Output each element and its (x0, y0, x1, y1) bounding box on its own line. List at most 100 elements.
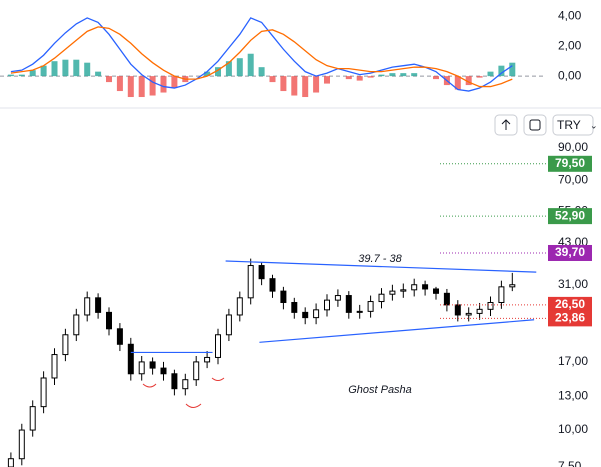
histogram-bar (345, 76, 352, 80)
candle-body (182, 379, 189, 390)
histogram-bar (116, 76, 123, 92)
candle-body (106, 311, 112, 330)
candle-body (465, 312, 472, 316)
trendline (259, 319, 535, 343)
y-tick-label: 2,00 (558, 38, 582, 52)
trendline (225, 260, 537, 273)
candle-body (29, 406, 36, 431)
candle-body (247, 265, 254, 299)
histogram-bar (476, 76, 483, 78)
price-tag-label: 23,86 (555, 311, 585, 325)
candle-body (356, 310, 363, 313)
histogram-bar (51, 61, 58, 77)
candle-body (487, 301, 494, 310)
histogram-bar (454, 76, 461, 90)
candle-body (62, 334, 69, 356)
candle-body (160, 367, 167, 375)
price-tag (548, 244, 592, 261)
y-tick-label: 7,50 (558, 459, 582, 467)
candle-body (225, 314, 232, 336)
candle-body (422, 284, 429, 290)
candle-body (454, 304, 461, 316)
histogram-bar (280, 76, 287, 92)
candle-body (7, 458, 14, 467)
candle-body (367, 301, 374, 312)
candle-body (95, 297, 102, 313)
candle-body (116, 328, 123, 345)
histogram-bar (411, 73, 418, 77)
arrow-icon (501, 119, 511, 130)
candle-body (433, 288, 439, 294)
candle-body (84, 297, 91, 316)
candle-body (324, 299, 330, 311)
candle-body (171, 373, 178, 390)
histogram-bar (40, 65, 47, 77)
candle-body (291, 301, 298, 313)
candle-body (40, 377, 47, 408)
fullscreen-icon (529, 119, 541, 131)
price-tag-label: 26,50 (555, 297, 585, 311)
histogram-bar (160, 76, 167, 93)
histogram-bar (291, 76, 298, 96)
y-tick-label: 0,00 (558, 68, 582, 82)
histogram-bar (356, 76, 363, 81)
candle-body (138, 361, 145, 375)
candle-body (443, 292, 450, 306)
histogram-bar (302, 76, 309, 98)
histogram-bar (225, 61, 232, 77)
histogram-bar (400, 73, 407, 77)
price-tag (548, 310, 592, 327)
candle-body (389, 290, 396, 295)
histogram-bar (236, 58, 243, 77)
candle-body (411, 284, 418, 291)
price-tag-label: 79,50 (555, 156, 585, 170)
candle-body (193, 361, 200, 381)
histogram-bar (247, 53, 254, 77)
pattern-marks (142, 377, 225, 408)
candle-body (269, 278, 276, 292)
histogram-bar (84, 62, 91, 77)
histogram-bar (367, 76, 374, 78)
price-tag (548, 155, 592, 172)
candle-body (51, 354, 58, 379)
currency-label: TRY (557, 118, 581, 132)
price-tag (548, 208, 592, 225)
histogram-bar (465, 76, 472, 86)
histogram-bar (433, 76, 439, 80)
candle-body (400, 289, 407, 292)
candle-body (498, 286, 505, 303)
histogram-bar (73, 59, 80, 77)
y-tick-label: 13,00 (558, 389, 588, 403)
histogram-bar (204, 71, 211, 77)
histogram-bar (498, 65, 505, 77)
currency-button[interactable] (552, 114, 594, 136)
histogram-bar (215, 67, 221, 77)
histogram-bar (378, 74, 385, 77)
y-tick-label: 70,00 (558, 172, 588, 186)
annotation: 39.7 - 38 (358, 253, 402, 265)
histogram-bar (389, 73, 396, 77)
price-tag-label: 39,70 (555, 245, 585, 259)
histogram-bar (269, 76, 276, 83)
y-tick-label: 31,00 (558, 277, 588, 291)
histogram-bar (29, 70, 36, 77)
histogram-bar (171, 76, 178, 89)
fullscreen-button[interactable] (523, 114, 547, 136)
candle-body (509, 284, 516, 288)
currency-caret: ⌄ (590, 120, 598, 130)
histogram-bar (7, 74, 14, 77)
candle-body (215, 334, 221, 358)
y-tick-label: 4,00 (558, 9, 582, 23)
candle-body (73, 314, 80, 336)
histogram-bar (127, 76, 134, 98)
histogram-bar (258, 67, 265, 77)
price-tag-label: 52,90 (555, 208, 585, 222)
histogram-bar (509, 62, 516, 77)
candle-body (127, 343, 134, 375)
candle-body (236, 297, 243, 316)
candle-body (18, 429, 25, 460)
histogram-bar (62, 59, 69, 77)
histogram-bar (313, 76, 320, 93)
histogram-bar (106, 76, 112, 83)
